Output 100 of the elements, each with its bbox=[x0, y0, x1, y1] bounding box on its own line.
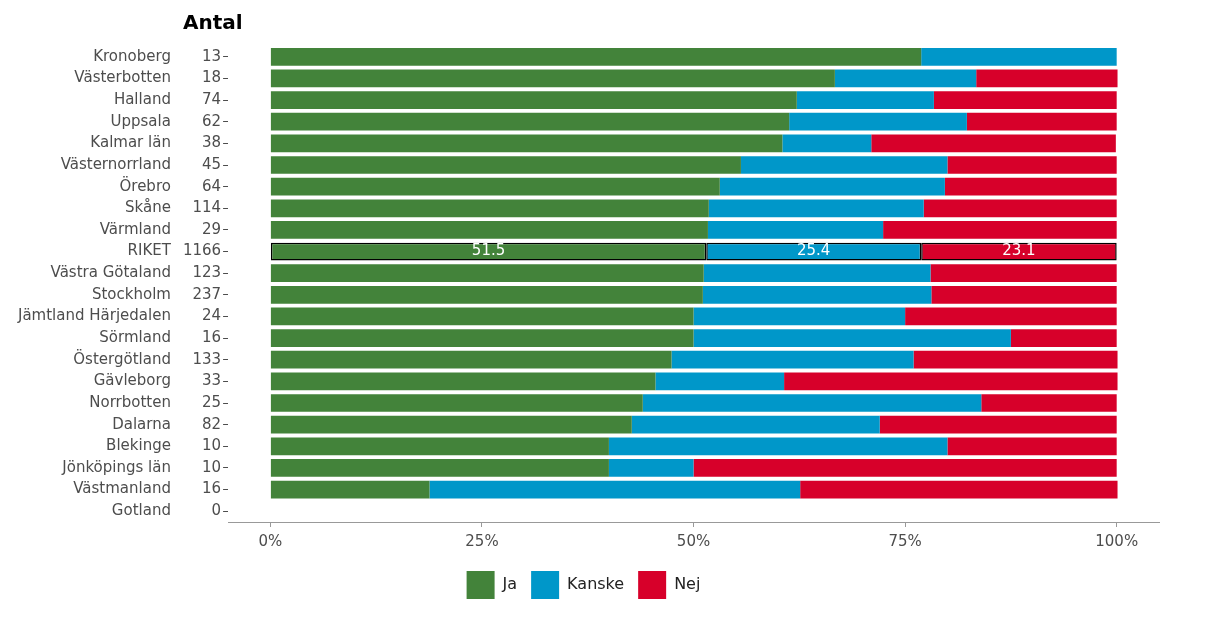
bar bbox=[871, 134, 1116, 153]
y2-tick-label: 62 bbox=[202, 111, 222, 130]
y-tick-label: Kronoberg bbox=[93, 46, 171, 65]
bar bbox=[631, 415, 880, 434]
bar bbox=[671, 350, 914, 369]
bar bbox=[693, 307, 906, 326]
y2-tick-label: 18 bbox=[202, 68, 222, 87]
y-tick-label: Örebro bbox=[119, 175, 171, 195]
bar bbox=[883, 221, 1117, 239]
y2-tick-label: 24 bbox=[202, 306, 222, 325]
bar bbox=[608, 459, 694, 477]
bar bbox=[270, 199, 709, 218]
x-tick-label: 100% bbox=[1095, 531, 1139, 550]
y2-tick-label: 29 bbox=[202, 219, 222, 238]
y2-tick-label: 123 bbox=[192, 263, 222, 282]
y2-tick-label: 0 bbox=[211, 501, 222, 520]
y-tick-label: Uppsala bbox=[110, 111, 171, 130]
legend-label: Ja bbox=[501, 574, 518, 594]
y2-tick-label: 10 bbox=[202, 436, 222, 455]
bar bbox=[642, 394, 982, 412]
data-label: 51.5 bbox=[471, 241, 506, 260]
y-tick-label: Blekinge bbox=[106, 436, 171, 455]
bar bbox=[1010, 329, 1117, 347]
bar bbox=[796, 91, 934, 109]
bar bbox=[719, 177, 945, 196]
data-label: 25.4 bbox=[797, 241, 831, 260]
bar bbox=[905, 307, 1117, 326]
bar bbox=[947, 437, 1117, 456]
bar bbox=[947, 156, 1117, 174]
y-tick-label: Gävleborg bbox=[93, 371, 171, 390]
bar bbox=[923, 199, 1117, 218]
bar bbox=[707, 221, 884, 239]
bar bbox=[655, 372, 785, 391]
bar bbox=[981, 394, 1117, 412]
bar bbox=[270, 69, 835, 88]
bar bbox=[270, 372, 656, 391]
y2-tick-label: 1166 bbox=[182, 241, 222, 260]
bar bbox=[703, 264, 931, 283]
bar bbox=[913, 350, 1118, 369]
y-tick-label: Jönköpings län bbox=[61, 457, 171, 476]
bar bbox=[270, 459, 609, 477]
bar bbox=[270, 285, 703, 304]
x-tick-label: 25% bbox=[465, 531, 499, 550]
bar bbox=[933, 91, 1117, 109]
bar bbox=[270, 394, 643, 412]
y-tick-label: Västra Götaland bbox=[50, 263, 171, 282]
y-tick-label: Värmland bbox=[99, 219, 171, 238]
bar bbox=[879, 415, 1117, 434]
y-tick-label: Sörmland bbox=[99, 327, 171, 346]
y-tick-label: Jämtland Härjedalen bbox=[16, 306, 171, 325]
bar bbox=[270, 264, 704, 283]
y-tick-label: Östergötland bbox=[73, 348, 171, 368]
y2-tick-label: 64 bbox=[202, 176, 222, 195]
bar bbox=[784, 372, 1118, 391]
bar bbox=[976, 69, 1118, 88]
y-tick-label: Gotland bbox=[111, 501, 171, 520]
x-tick-label: 0% bbox=[258, 531, 283, 550]
legend-label: Nej bbox=[674, 574, 701, 594]
data-label: 23.1 bbox=[1002, 241, 1036, 260]
bar bbox=[608, 437, 948, 456]
y-tick-label: Skåne bbox=[125, 198, 171, 217]
bar bbox=[270, 329, 694, 347]
bar bbox=[270, 134, 783, 153]
y2-tick-label: 114 bbox=[192, 198, 222, 217]
bar bbox=[930, 264, 1117, 283]
y2-tick-label: 16 bbox=[202, 327, 222, 346]
y2-tick-label: 10 bbox=[202, 457, 222, 476]
bar bbox=[270, 156, 741, 174]
bar bbox=[708, 199, 924, 218]
bar bbox=[966, 112, 1117, 131]
y-tick-label: Västerbotten bbox=[74, 68, 171, 87]
bar bbox=[270, 47, 922, 66]
y-tick-label: Norrbotten bbox=[89, 392, 171, 411]
bar bbox=[800, 480, 1118, 499]
legend-label: Kanske bbox=[567, 574, 625, 594]
bar bbox=[429, 480, 801, 499]
bar bbox=[270, 177, 720, 196]
y2-axis-title: Antal bbox=[182, 10, 243, 35]
y2-tick-label: 13 bbox=[202, 46, 222, 65]
y2-tick-label: 38 bbox=[202, 133, 222, 152]
y2-tick-label: 133 bbox=[192, 349, 222, 368]
y2-tick-label: 74 bbox=[202, 89, 222, 108]
y2-tick-label: 16 bbox=[202, 479, 222, 498]
bar bbox=[270, 350, 672, 369]
bar bbox=[693, 329, 1011, 347]
y-tick-label: Västernorrland bbox=[60, 154, 171, 173]
y-tick-label: RIKET bbox=[127, 241, 172, 260]
y2-tick-label: 33 bbox=[202, 371, 222, 390]
bar bbox=[931, 285, 1117, 304]
y2-tick-label: 237 bbox=[192, 284, 222, 303]
y-tick-label: Stockholm bbox=[91, 284, 171, 303]
bar bbox=[270, 437, 609, 456]
bar bbox=[834, 69, 977, 88]
bar bbox=[270, 91, 797, 109]
x-tick-label: 50% bbox=[676, 531, 711, 550]
y-tick-label: Dalarna bbox=[112, 414, 171, 433]
bar bbox=[270, 221, 708, 239]
bar bbox=[921, 47, 1117, 66]
bar bbox=[702, 285, 932, 304]
y2-tick-label: 82 bbox=[202, 414, 222, 433]
